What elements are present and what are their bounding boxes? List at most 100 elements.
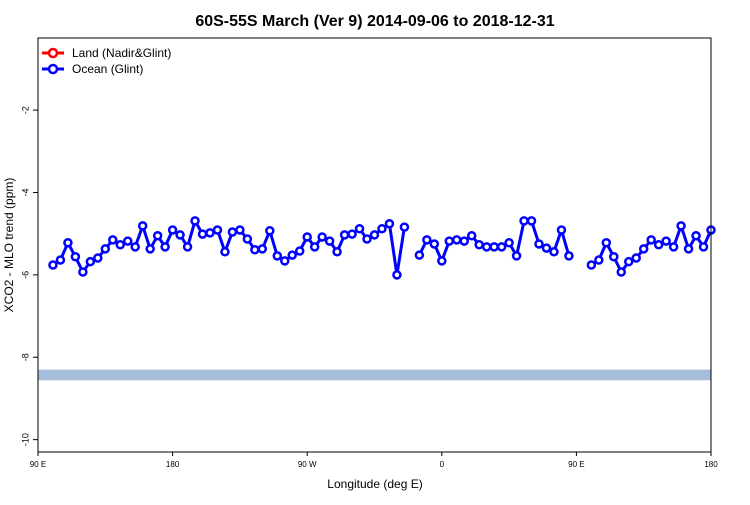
data-point <box>399 222 410 232</box>
data-point <box>489 242 499 252</box>
y-tick-label: -10 <box>20 433 30 446</box>
data-point <box>609 251 619 262</box>
data-point <box>429 239 440 249</box>
data-point <box>452 235 462 245</box>
data-point <box>631 253 641 263</box>
data-point <box>85 256 96 267</box>
data-point <box>242 234 253 244</box>
data-point <box>309 242 320 252</box>
y-tick-label: -2 <box>20 106 30 114</box>
data-point <box>108 235 118 245</box>
data-point <box>668 242 679 252</box>
x-tick-label: 90 W <box>298 460 317 469</box>
data-point <box>638 244 649 254</box>
data-point <box>63 237 73 248</box>
x-tick-label: 180 <box>166 460 180 469</box>
x-tick-label: 90 E <box>568 460 584 469</box>
data-point <box>93 253 103 263</box>
data-point <box>519 216 529 226</box>
data-point <box>70 251 81 262</box>
data-point <box>362 234 372 244</box>
y-tick-label: -4 <box>20 188 30 196</box>
data-point <box>235 225 245 235</box>
data-point <box>392 270 402 280</box>
data-point <box>474 240 484 250</box>
data-point <box>115 240 126 250</box>
data-point <box>496 242 507 252</box>
x-tick-label: 0 <box>440 460 445 469</box>
data-point <box>511 251 522 261</box>
data-point <box>55 255 66 265</box>
data-point <box>354 223 365 234</box>
data-point <box>616 267 627 277</box>
data-point <box>466 230 477 241</box>
data-point <box>661 236 671 246</box>
legend-label: Land (Nadir&Glint) <box>72 46 171 60</box>
data-point <box>78 267 88 277</box>
data-point <box>556 225 567 235</box>
data-point <box>698 242 709 252</box>
data-point <box>347 229 357 239</box>
data-point <box>339 230 350 240</box>
data-point <box>459 236 469 246</box>
data-point <box>691 230 701 241</box>
data-point <box>437 256 447 266</box>
legend-label: Ocean (Glint) <box>72 62 143 76</box>
data-point <box>175 230 185 240</box>
data-point <box>504 237 514 248</box>
plot-frame <box>37 37 712 453</box>
data-point <box>100 244 111 254</box>
data-point <box>414 250 425 260</box>
data-point <box>302 232 312 242</box>
data-point <box>683 244 694 254</box>
data-point <box>646 235 656 245</box>
data-point <box>152 230 163 241</box>
y-axis-label: XCO2 - MLO trend (ppm) <box>2 178 16 313</box>
data-point <box>676 221 686 231</box>
data-point <box>317 232 327 242</box>
reference-band <box>38 369 711 381</box>
data-point <box>601 237 612 248</box>
data-point <box>653 240 664 250</box>
data-point <box>205 228 215 238</box>
data-point <box>130 242 140 252</box>
data-point <box>332 247 342 257</box>
data-point <box>280 256 290 266</box>
x-axis-label: Longitude (deg E) <box>327 477 422 491</box>
data-point <box>137 221 148 231</box>
chart-title: 60S-55S March (Ver 9) 2014-09-06 to 2018… <box>195 13 554 30</box>
data-point <box>526 216 537 226</box>
data-point <box>227 227 238 237</box>
data-point <box>541 243 552 253</box>
data-point <box>48 260 58 270</box>
data-point <box>212 225 223 235</box>
legend-marker <box>47 47 59 59</box>
data-point <box>369 230 380 240</box>
x-tick-label: 180 <box>704 460 718 469</box>
y-tick-label: -8 <box>20 353 30 361</box>
data-point <box>220 247 230 257</box>
legend-marker <box>47 63 59 75</box>
x-tick-label: 90 E <box>30 460 46 469</box>
data-point <box>294 246 305 256</box>
data-point <box>444 236 455 246</box>
data-point <box>377 223 387 234</box>
y-tick-label: -6 <box>20 271 30 279</box>
data-point <box>167 225 178 235</box>
data-point <box>287 250 297 260</box>
data-point <box>272 251 283 261</box>
data-point <box>384 219 395 229</box>
data-point <box>257 244 268 254</box>
data-point <box>190 216 200 226</box>
data-point <box>586 260 597 270</box>
data-point <box>182 242 193 252</box>
data-point <box>594 255 604 265</box>
data-point <box>122 236 133 246</box>
data-point <box>197 229 208 239</box>
data-point <box>265 226 275 236</box>
data-point <box>564 251 574 261</box>
data-point <box>534 239 544 249</box>
data-point <box>324 236 335 246</box>
data-point <box>549 247 559 257</box>
